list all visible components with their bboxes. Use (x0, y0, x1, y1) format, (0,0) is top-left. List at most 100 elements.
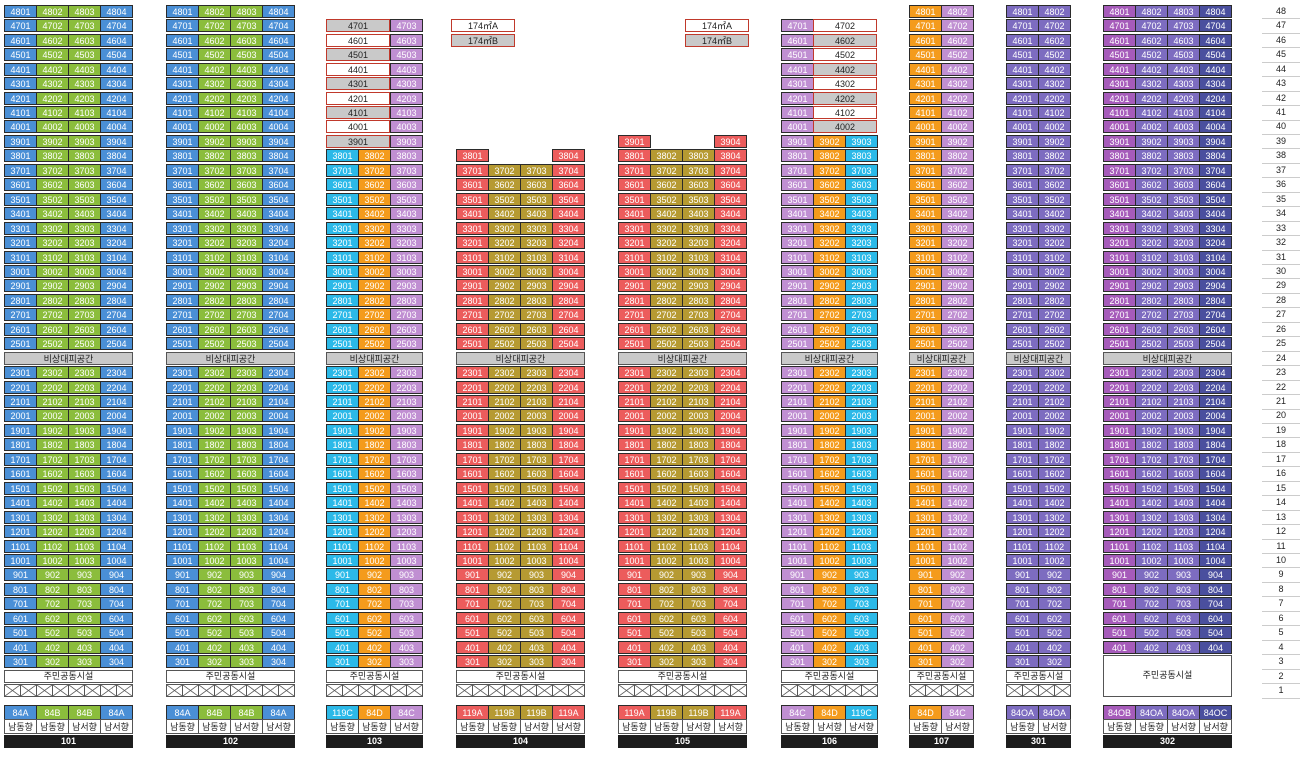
unit-cell[interactable]: 2902 (1135, 279, 1168, 293)
unit-cell[interactable]: 1603 (682, 467, 715, 481)
unit-cell[interactable]: 2004 (262, 409, 295, 423)
unit-cell[interactable]: 4401 (909, 62, 942, 76)
unit-cell[interactable]: 301 (4, 655, 37, 669)
unit-cell[interactable]: 3404 (262, 207, 295, 221)
unit-cell[interactable]: 2704 (262, 308, 295, 322)
unit-cell[interactable]: 4603 (1167, 33, 1200, 47)
unit-cell[interactable]: 3502 (941, 192, 974, 206)
unit-cell[interactable]: 3301 (166, 221, 199, 235)
unit-cell[interactable]: 4803 (230, 4, 263, 18)
unit-cell[interactable]: 1204 (714, 525, 747, 539)
unit-cell[interactable]: 802 (358, 582, 391, 596)
unit-cell[interactable]: 1102 (1135, 539, 1168, 553)
unit-cell[interactable]: 3302 (1135, 221, 1168, 235)
unit-cell[interactable]: 902 (198, 568, 231, 582)
unit-cell[interactable]: 1603 (390, 467, 423, 481)
unit-cell[interactable]: 801 (166, 582, 199, 596)
unit-cell[interactable]: 2504 (1199, 337, 1232, 351)
unit-cell[interactable]: 801 (618, 582, 651, 596)
unit-cell[interactable]: 1201 (326, 525, 359, 539)
unit-cell[interactable]: 3102 (358, 250, 391, 264)
unit-cell[interactable]: 1602 (198, 467, 231, 481)
building-number[interactable]: 101 (4, 735, 133, 748)
unit-cell[interactable]: 4304 (262, 77, 295, 91)
unit-cell[interactable]: 303 (68, 655, 101, 669)
unit-cell[interactable]: 3301 (1006, 221, 1039, 235)
unit-cell[interactable]: 2304 (714, 366, 747, 380)
unit-cell[interactable]: 3202 (1038, 236, 1071, 250)
unit-cell[interactable]: 1301 (456, 510, 489, 524)
unit-cell[interactable]: 603 (1167, 611, 1200, 625)
unit-cell[interactable]: 1101 (166, 539, 199, 553)
unit-cell[interactable]: 1502 (941, 481, 974, 495)
unit-cell[interactable]: 1403 (390, 496, 423, 510)
unit-cell[interactable]: 401 (909, 640, 942, 654)
unit-cell[interactable]: 3501 (909, 192, 942, 206)
unit-cell[interactable]: 4004 (100, 120, 133, 134)
unit-cell[interactable]: 1402 (1038, 496, 1071, 510)
unit-cell[interactable]: 3503 (230, 192, 263, 206)
unit-cell[interactable]: 804 (100, 582, 133, 596)
unit-cell[interactable]: 2201 (456, 380, 489, 394)
unit-cell[interactable]: 4301 (1006, 77, 1039, 91)
unit-cell[interactable]: 601 (1103, 611, 1136, 625)
unit-cell[interactable]: 3001 (326, 264, 359, 278)
unit-cell[interactable]: 1802 (358, 438, 391, 452)
unit-cell[interactable]: 1903 (520, 423, 553, 437)
unit-cell[interactable]: 3001 (456, 264, 489, 278)
unit-cell[interactable]: 3804 (100, 149, 133, 163)
building-number[interactable]: 103 (326, 735, 423, 748)
unit-cell[interactable]: 3601 (909, 178, 942, 192)
unit-cell[interactable]: 3202 (650, 236, 683, 250)
unit-cell[interactable]: 1203 (390, 525, 423, 539)
unit-cell[interactable]: 3704 (552, 163, 585, 177)
penthouse-unit[interactable]: 4102 (813, 106, 877, 119)
unit-cell[interactable]: 3703 (68, 163, 101, 177)
unit-cell[interactable]: 3202 (488, 236, 521, 250)
unit-cell[interactable]: 901 (909, 568, 942, 582)
unit-cell[interactable]: 2001 (456, 409, 489, 423)
unit-cell[interactable]: 501 (4, 626, 37, 640)
unit-cell[interactable]: 1204 (262, 525, 295, 539)
unit-cell[interactable]: 2904 (262, 279, 295, 293)
unit-cell[interactable]: 2701 (4, 308, 37, 322)
unit-cell[interactable]: 503 (682, 626, 715, 640)
unit-cell[interactable]: 1002 (813, 553, 846, 567)
unit-cell[interactable]: 301 (781, 655, 814, 669)
unit-cell[interactable]: 1203 (1167, 525, 1200, 539)
unit-cell[interactable]: 3202 (1135, 236, 1168, 250)
unit-cell[interactable]: 1403 (230, 496, 263, 510)
unit-cell[interactable]: 4502 (1135, 48, 1168, 62)
unit-cell[interactable]: 2802 (813, 293, 846, 307)
unit-cell[interactable]: 3403 (390, 207, 423, 221)
unit-cell[interactable]: 2104 (552, 395, 585, 408)
unit-cell[interactable]: 2101 (1006, 395, 1039, 408)
unit-cell[interactable]: 1601 (456, 467, 489, 481)
unit-cell[interactable]: 1503 (230, 481, 263, 495)
unit-cell[interactable]: 2503 (520, 337, 553, 351)
unit-cell[interactable]: 2702 (941, 308, 974, 322)
unit-cell[interactable]: 4403 (230, 62, 263, 76)
unit-cell[interactable]: 1902 (813, 423, 846, 437)
unit-cell[interactable]: 3303 (682, 221, 715, 235)
unit-cell[interactable]: 2904 (552, 279, 585, 293)
unit-cell[interactable]: 601 (326, 611, 359, 625)
unit-cell[interactable]: 1304 (262, 510, 295, 524)
unit-cell[interactable]: 503 (1167, 626, 1200, 640)
unit-cell[interactable]: 1904 (1199, 423, 1232, 437)
unit-cell[interactable]: 3403 (845, 207, 878, 221)
unit-cell[interactable]: 3103 (230, 250, 263, 264)
unit-cell[interactable]: 502 (813, 626, 846, 640)
unit-cell[interactable]: 1702 (36, 452, 69, 466)
unit-cell[interactable]: 1101 (618, 539, 651, 553)
unit-cell[interactable]: 1102 (941, 539, 974, 553)
unit-cell[interactable]: 2604 (100, 322, 133, 336)
unit-cell[interactable]: 4102 (1135, 106, 1168, 119)
unit-cell[interactable]: 4804 (100, 4, 133, 18)
unit-cell[interactable]: 4703 (230, 19, 263, 33)
unit-cell[interactable]: 503 (520, 626, 553, 640)
unit-cell[interactable]: 1202 (1038, 525, 1071, 539)
unit-cell[interactable]: 501 (166, 626, 199, 640)
unit-cell[interactable]: 1202 (198, 525, 231, 539)
unit-cell[interactable]: 4304 (1199, 77, 1232, 91)
